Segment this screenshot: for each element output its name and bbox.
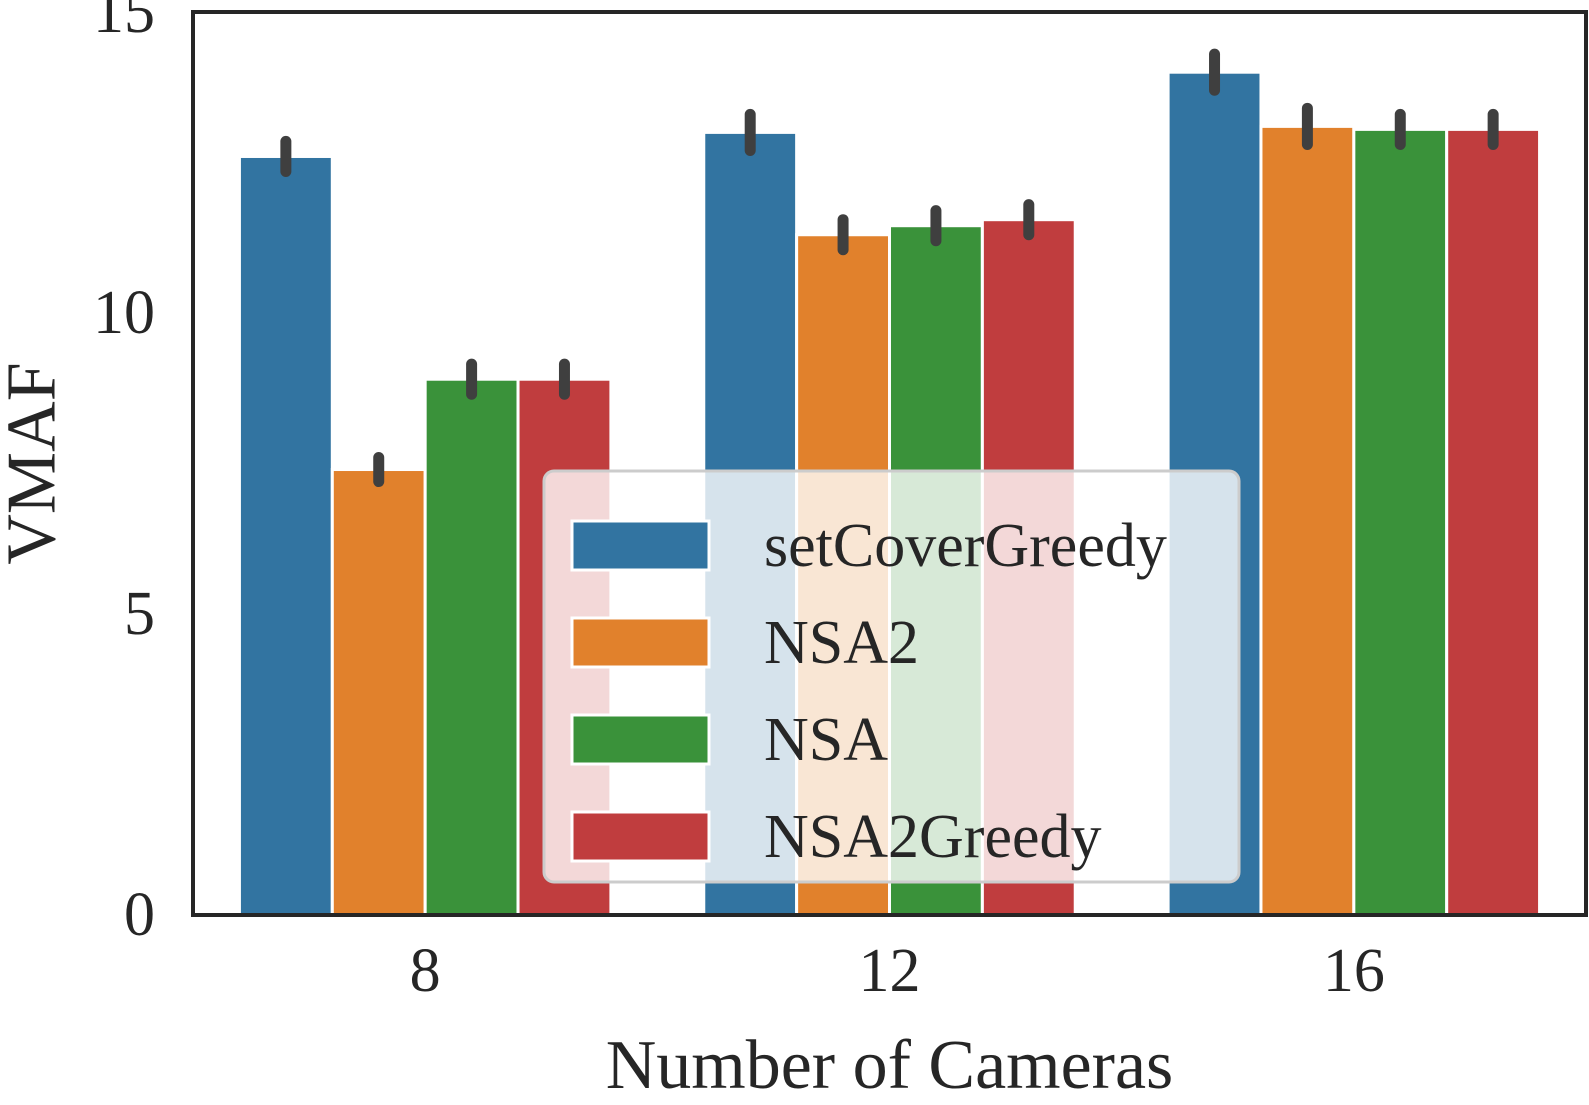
x-axis-title: Number of Cameras [606, 1027, 1174, 1104]
y-tick-labels: 0 5 10 15 [93, 0, 155, 949]
plot-frame [191, 10, 1588, 917]
legend-label-NSA: NSA [764, 706, 888, 774]
legend-label-setCoverGreedy: setCoverGreedy [764, 512, 1167, 580]
x-tick-labels: 8 12 16 [410, 937, 1385, 1005]
error-bars-layer [280, 48, 1499, 488]
legend-swatch-NSA [570, 713, 711, 766]
bar-setCoverGreedy-8 [237, 154, 334, 917]
bar-NSA2Greedy-16 [1445, 127, 1542, 917]
legend: setCoverGreedy NSA2 NSA NSA2Greedy [542, 469, 1241, 884]
y-tick-label: 5 [124, 580, 155, 648]
legend-swatch-NSA2Greedy [570, 810, 711, 863]
legend-box [542, 469, 1241, 884]
bar-NSA2-8 [330, 468, 427, 917]
y-tick-label: 10 [93, 279, 155, 347]
x-tick-label: 12 [859, 937, 921, 1005]
y-axis-title: VMAF [0, 362, 71, 564]
y-tick-label: 0 [124, 881, 155, 949]
legend-label-NSA2Greedy: NSA2Greedy [764, 803, 1102, 871]
x-tick-label: 16 [1323, 937, 1385, 1005]
legend-items: setCoverGreedy NSA2 NSA NSA2Greedy [570, 512, 1167, 871]
y-tick-label: 15 [93, 0, 155, 46]
x-tick-label: 8 [410, 937, 441, 1005]
bar-NSA-8 [423, 377, 520, 917]
legend-label-NSA2: NSA2 [764, 609, 919, 677]
bar-NSA-16 [1352, 127, 1449, 917]
legend-swatch-setCoverGreedy [570, 519, 711, 572]
bar-NSA2-16 [1259, 124, 1356, 917]
legend-swatch-NSA2 [570, 616, 711, 669]
